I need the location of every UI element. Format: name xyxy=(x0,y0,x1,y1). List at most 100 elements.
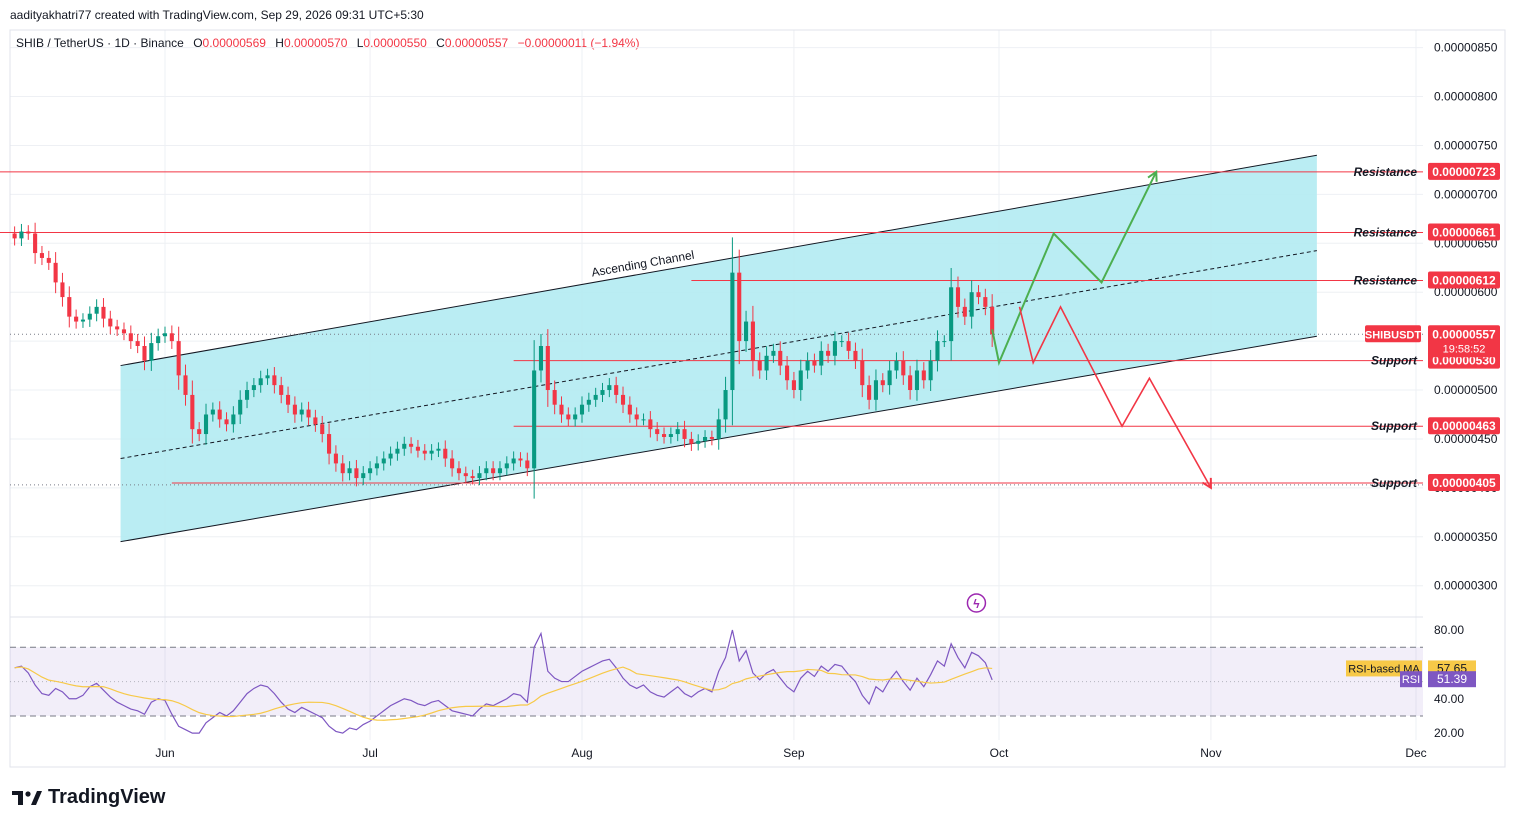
candle xyxy=(436,442,441,458)
candle xyxy=(272,367,277,394)
rsi-ma-value-bg xyxy=(1428,660,1476,677)
level-badge xyxy=(1428,223,1500,241)
price-tick-label: 0.00000300 xyxy=(1434,579,1498,593)
candle-body xyxy=(108,318,113,327)
candle xyxy=(422,444,427,461)
candle xyxy=(750,305,755,377)
candle-body xyxy=(443,448,448,459)
candle xyxy=(887,360,892,395)
candle xyxy=(121,322,127,341)
level-badge-text: 0.00000612 xyxy=(1432,273,1496,287)
candle-body xyxy=(429,450,434,454)
candle xyxy=(491,461,496,481)
green-arrowhead xyxy=(1147,169,1158,182)
symbol-legend: SHIB / TetherUS · 1D · Binance O0.000005… xyxy=(16,36,639,50)
candle-body xyxy=(696,440,701,444)
candle-body xyxy=(791,380,796,391)
candle xyxy=(443,440,448,467)
candle xyxy=(463,466,468,483)
level-badge-text: 0.00000405 xyxy=(1432,476,1496,490)
candle-body xyxy=(491,468,496,474)
candle xyxy=(395,441,400,461)
candle-body xyxy=(231,414,236,425)
candle xyxy=(552,380,557,415)
candle-body xyxy=(415,446,420,451)
candle-body xyxy=(689,438,694,444)
candle-body xyxy=(135,341,140,347)
candle xyxy=(942,335,947,347)
chart-frame xyxy=(9,29,1506,768)
candle xyxy=(860,348,865,398)
rsi-value-bg xyxy=(1428,671,1476,688)
candle-body xyxy=(757,360,762,371)
candle-body xyxy=(716,419,721,439)
candle xyxy=(388,446,393,466)
candle xyxy=(914,359,920,401)
price-tick-label: 0.00000800 xyxy=(1434,90,1498,104)
channel-lower-line xyxy=(120,335,1317,543)
price-axis[interactable]: 0.00000300 0.00000350 0.00000400 0.00000450… xyxy=(1434,41,1498,593)
candle-body xyxy=(723,390,728,420)
candle-body xyxy=(545,346,550,391)
candle xyxy=(689,431,694,451)
candle xyxy=(381,451,386,471)
candle xyxy=(819,341,824,376)
candle-body xyxy=(518,458,523,461)
candle xyxy=(832,331,837,366)
candle-body xyxy=(593,394,598,400)
price-badge-text: 0.00000557 xyxy=(1432,327,1496,341)
candle xyxy=(791,371,796,399)
time-axis[interactable]: Jun Jul Aug Sep Oct Nov Dec xyxy=(155,746,1426,760)
candle xyxy=(169,325,174,349)
candle xyxy=(190,380,195,444)
channel-mid-line xyxy=(120,250,1317,460)
countdown-text: 19:58:52 xyxy=(1443,343,1486,355)
candle xyxy=(757,352,762,379)
change-value: −0.00000011 (−1.94%) xyxy=(517,36,640,50)
candle xyxy=(484,461,489,481)
tradingview-logo-icon xyxy=(12,790,42,805)
candle-body xyxy=(559,404,564,415)
candle xyxy=(402,436,407,456)
candle-body xyxy=(320,424,325,435)
level-badge xyxy=(1428,473,1500,491)
red-arrowhead xyxy=(1201,477,1212,490)
time-tick-label: Dec xyxy=(1405,746,1426,760)
candle xyxy=(470,469,475,485)
candle-body xyxy=(395,448,400,454)
candle xyxy=(641,413,646,426)
candle xyxy=(197,422,202,442)
candle-body xyxy=(279,385,284,395)
candle xyxy=(716,408,721,450)
candle xyxy=(33,222,38,264)
candle-body xyxy=(614,385,619,395)
candle xyxy=(532,340,537,499)
candle xyxy=(320,415,325,443)
axis-badges: 0.00000723 0.00000661 0.00000612 0.00000530… xyxy=(1365,162,1500,491)
candle-body xyxy=(990,306,995,335)
candle-body xyxy=(744,321,749,342)
candle-body xyxy=(12,233,17,239)
candle-body xyxy=(620,394,626,405)
candle-body xyxy=(504,463,509,469)
candle xyxy=(210,402,215,422)
candle-body xyxy=(894,360,899,371)
candle-body xyxy=(867,385,872,400)
candle-body xyxy=(641,419,646,421)
level-badge-text: 0.00000463 xyxy=(1432,419,1496,433)
time-tick-label: Nov xyxy=(1200,746,1221,760)
time-tick-label: Oct xyxy=(990,746,1009,760)
time-tick-label: Sep xyxy=(783,746,805,760)
candle xyxy=(696,434,701,451)
candle xyxy=(67,286,72,328)
candle-body xyxy=(901,360,906,376)
candle xyxy=(723,376,728,433)
candle xyxy=(709,430,714,446)
level-label: Resistance xyxy=(1354,165,1418,179)
level-label: Support xyxy=(1371,476,1418,490)
tradingview-logo[interactable]: TradingView xyxy=(12,786,165,809)
candle-body xyxy=(456,468,462,474)
candle-body xyxy=(675,429,680,435)
candle xyxy=(128,325,133,349)
